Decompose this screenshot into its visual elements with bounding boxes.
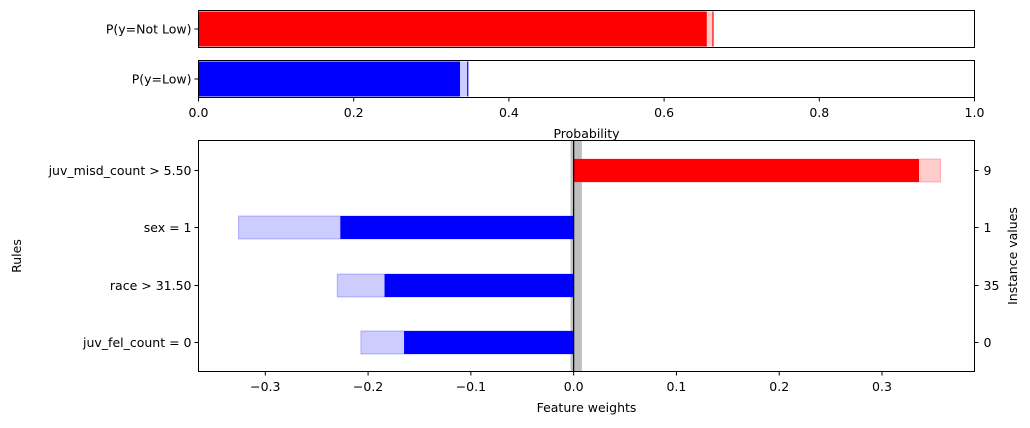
instance-value-label: 1 [984,220,992,235]
rule-label: juv_fel_count = 0 [82,335,192,350]
x-tick-label: 0.8 [809,105,829,120]
x-tick-label: 0.3 [872,379,892,394]
x-tick-label: 0.2 [769,379,789,394]
probability-panel: P(y=Not Low) [106,10,975,48]
instance-value-label: 9 [984,163,992,178]
x-tick-label: 0.6 [654,105,674,120]
y2-axis-label: Instance values [1005,207,1020,305]
probability-interval-band [460,61,468,97]
x-tick-label: 0.2 [344,105,364,120]
x-tick-label: 0.0 [189,105,209,120]
x-tick-label: 0.4 [499,105,519,120]
probability-panel: P(y=Low) [132,60,975,98]
feature-weight-bar [573,159,919,182]
x-tick-label: 0.0 [564,379,584,394]
feature-weight-bar [340,216,574,239]
feature-weights-x-axis: −0.3 −0.2 −0.1 0.0 0.1 0.2 0.3 Feature weights [250,371,892,415]
rule-label: race > 31.50 [110,278,192,293]
feature-row: sex = 1 1 [144,215,992,240]
feature-row: race > 31.50 35 [110,273,1000,298]
x-axis-label: Probability [553,126,620,141]
y-axis-label: Rules [9,239,24,273]
rule-label: sex = 1 [144,220,192,235]
probability-x-axis: 0.0 0.2 0.4 0.6 0.8 1.0 Probability [189,97,985,141]
probability-bar [198,11,707,47]
x-tick-label: 1.0 [965,105,985,120]
feature-row: juv_fel_count = 0 0 [82,330,992,355]
probability-chart: P(y=Not Low) P(y=Low) 0.0 0.2 0.4 0.6 0.8 1.0 Pr… [106,10,985,141]
y-tick-label: P(y=Low) [132,72,192,87]
feature-weights-chart: juv_misd_count > 5.50 9 sex = 1 1 race > 31.… [9,140,1020,415]
x-tick-label: −0.3 [250,379,280,394]
feature-weight-bar [384,274,574,297]
probability-interval-band [705,11,713,47]
y-tick-label: P(y=Not Low) [106,22,192,37]
instance-value-label: 0 [984,335,992,350]
plot-frame [198,140,975,372]
feature-row: juv_misd_count > 5.50 9 [48,158,992,183]
baseline-band [570,140,582,372]
rule-label: juv_misd_count > 5.50 [48,163,192,178]
x-tick-label: −0.1 [456,379,486,394]
feature-weight-bar [404,331,574,354]
x-tick-label: −0.2 [353,379,383,394]
instance-value-label: 35 [984,278,1000,293]
x-tick-label: 0.1 [666,379,686,394]
probability-bar [198,61,461,97]
x-axis-label: Feature weights [537,400,637,415]
